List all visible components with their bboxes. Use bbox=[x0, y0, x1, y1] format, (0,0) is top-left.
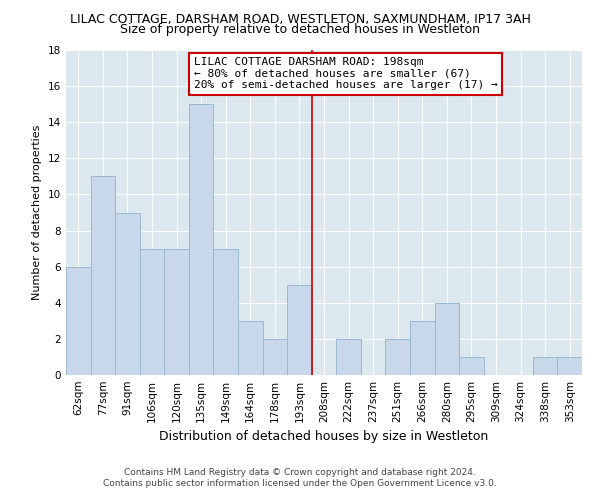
Bar bbox=[533, 357, 557, 375]
Bar bbox=[557, 357, 582, 375]
Bar bbox=[66, 266, 91, 375]
Text: Size of property relative to detached houses in Westleton: Size of property relative to detached ho… bbox=[120, 22, 480, 36]
Bar bbox=[263, 339, 287, 375]
Text: LILAC COTTAGE, DARSHAM ROAD, WESTLETON, SAXMUNDHAM, IP17 3AH: LILAC COTTAGE, DARSHAM ROAD, WESTLETON, … bbox=[70, 12, 530, 26]
Bar bbox=[238, 321, 263, 375]
Bar bbox=[410, 321, 434, 375]
Bar bbox=[214, 248, 238, 375]
Y-axis label: Number of detached properties: Number of detached properties bbox=[32, 125, 43, 300]
Bar bbox=[189, 104, 214, 375]
Bar bbox=[385, 339, 410, 375]
Bar bbox=[115, 212, 140, 375]
Text: LILAC COTTAGE DARSHAM ROAD: 198sqm
← 80% of detached houses are smaller (67)
20%: LILAC COTTAGE DARSHAM ROAD: 198sqm ← 80%… bbox=[194, 57, 497, 90]
Text: Contains HM Land Registry data © Crown copyright and database right 2024.
Contai: Contains HM Land Registry data © Crown c… bbox=[103, 468, 497, 487]
Bar bbox=[140, 248, 164, 375]
Bar bbox=[164, 248, 189, 375]
Bar bbox=[459, 357, 484, 375]
Bar bbox=[91, 176, 115, 375]
Bar bbox=[434, 303, 459, 375]
Bar bbox=[287, 284, 312, 375]
Bar bbox=[336, 339, 361, 375]
X-axis label: Distribution of detached houses by size in Westleton: Distribution of detached houses by size … bbox=[160, 430, 488, 444]
